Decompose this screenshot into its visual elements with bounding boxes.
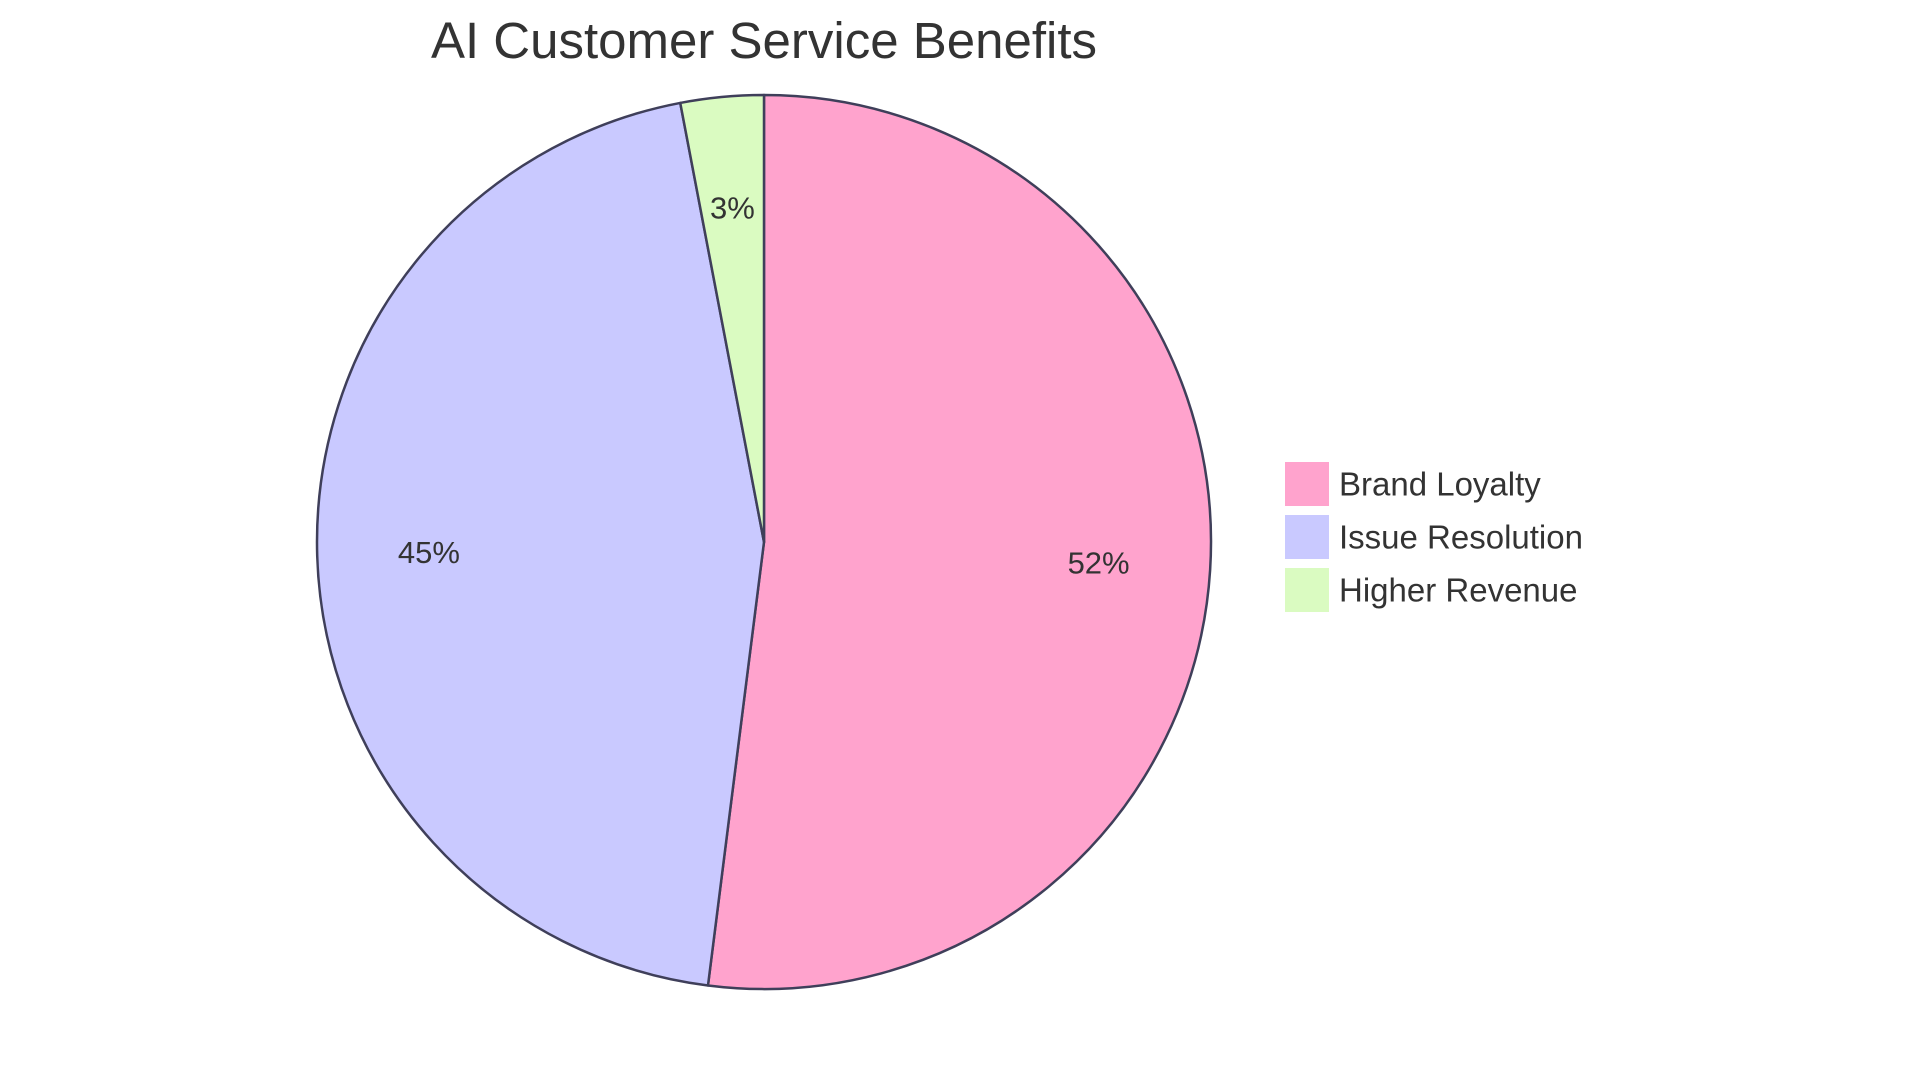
legend-item-issue-resolution: Issue Resolution	[1285, 515, 1583, 559]
chart-title: AI Customer Service Benefits	[431, 12, 1097, 69]
legend-label-higher-revenue: Higher Revenue	[1339, 572, 1577, 609]
legend-item-brand-loyalty: Brand Loyalty	[1285, 462, 1541, 506]
legend-label-issue-resolution: Issue Resolution	[1339, 519, 1583, 556]
legend-label-brand-loyalty: Brand Loyalty	[1339, 466, 1541, 503]
slice-label-issue-resolution: 45%	[398, 535, 460, 570]
slice-label-higher-revenue: 3%	[710, 191, 755, 226]
slice-label-brand-loyalty: 52%	[1068, 546, 1130, 581]
legend-swatch-higher-revenue	[1285, 568, 1329, 612]
pie-slice-issue-resolution	[315, 101, 766, 987]
legend: Brand Loyalty Issue Resolution Higher Reve…	[1285, 462, 1583, 612]
pie-slice-labels: 52% 45% 3%	[398, 191, 1130, 581]
pie-slices	[315, 93, 1213, 991]
pie-slice-brand-loyalty	[706, 93, 1213, 991]
pie-slice-higher-revenue	[678, 93, 766, 544]
legend-item-higher-revenue: Higher Revenue	[1285, 568, 1577, 612]
legend-swatch-issue-resolution	[1285, 515, 1329, 559]
legend-swatch-brand-loyalty	[1285, 462, 1329, 506]
